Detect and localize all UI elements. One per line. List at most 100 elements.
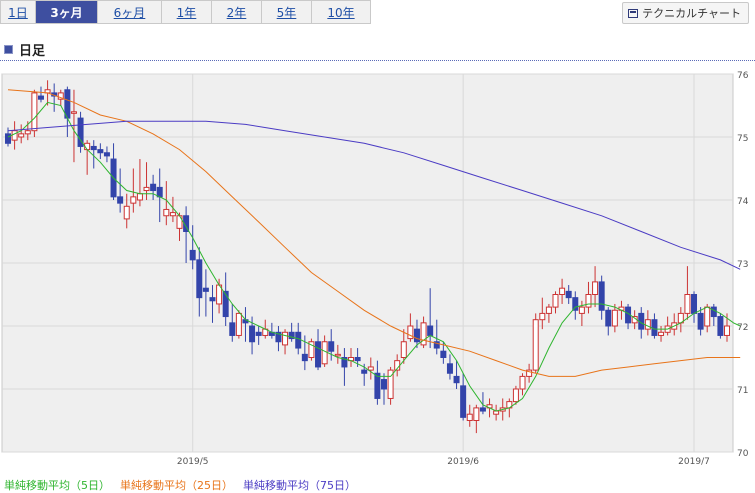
tab-2years[interactable]: 2年 xyxy=(212,0,262,24)
candle-body xyxy=(255,331,262,336)
candle-body xyxy=(407,325,414,340)
candle-body xyxy=(552,294,559,308)
candle-body xyxy=(117,196,124,204)
candle-body xyxy=(176,215,183,229)
candle-body xyxy=(354,357,361,362)
tab-10years[interactable]: 10年 xyxy=(312,0,371,24)
candle-body xyxy=(189,249,196,261)
candle-body xyxy=(209,297,216,302)
candle-body xyxy=(710,306,717,318)
candle-body xyxy=(691,294,698,314)
candle-body xyxy=(704,306,711,327)
period-label: 日足 xyxy=(19,44,46,59)
candle-body xyxy=(308,341,315,358)
candle-body xyxy=(202,287,209,292)
candle-body xyxy=(196,259,203,299)
candle-body xyxy=(235,312,242,336)
x-tick-label: 2019/7 xyxy=(678,457,710,466)
header-divider xyxy=(0,60,755,61)
tab-1day[interactable]: 1日 xyxy=(0,0,36,24)
legend-ma5: 単純移動平均（5日） xyxy=(4,479,110,492)
candle-body xyxy=(136,193,143,201)
candle-body xyxy=(578,306,585,314)
candle-body xyxy=(539,312,546,321)
candle-body xyxy=(103,152,110,157)
candle-body xyxy=(717,316,724,336)
candle-body xyxy=(150,183,157,192)
candle-body xyxy=(387,369,394,399)
candle-body xyxy=(37,95,44,100)
candle-body xyxy=(275,331,282,343)
candle-body xyxy=(5,133,11,144)
candle-body xyxy=(282,331,289,346)
candle-body xyxy=(684,294,691,314)
legend-ma25: 単純移動平均（25日） xyxy=(120,479,233,492)
ma-line-2 xyxy=(7,120,741,270)
candle-body xyxy=(532,319,539,371)
candle-body xyxy=(374,372,381,399)
candle-body xyxy=(301,353,308,362)
candle-body xyxy=(229,322,236,336)
candle-body xyxy=(433,341,440,349)
candle-body xyxy=(77,117,84,147)
candle-body xyxy=(466,413,473,422)
candle-body xyxy=(57,92,64,100)
candle-body xyxy=(493,410,500,415)
candle-body xyxy=(183,215,190,232)
candle-body xyxy=(367,366,374,371)
candle-body xyxy=(598,281,605,311)
y-tick-label: 71 xyxy=(737,386,748,396)
candle-body xyxy=(453,375,460,384)
candle-body xyxy=(97,149,104,154)
ma-line-0 xyxy=(7,101,741,412)
candle-body xyxy=(572,297,579,311)
tab-5years[interactable]: 5年 xyxy=(262,0,312,24)
candle-body xyxy=(658,331,665,336)
candle-body xyxy=(559,287,566,295)
y-tick-label: 75 xyxy=(737,134,748,144)
technical-chart-label: テクニカルチャート xyxy=(642,7,741,20)
candle-body xyxy=(130,196,137,204)
candle-body xyxy=(334,353,341,357)
legend-ma75: 単純移動平均（75日） xyxy=(243,479,356,492)
candle-body xyxy=(651,319,658,336)
candle-body xyxy=(585,294,592,308)
tab-3months[interactable]: 3ヶ月 xyxy=(36,0,98,24)
candle-body xyxy=(143,186,150,192)
candle-body xyxy=(724,325,730,336)
technical-chart-button[interactable]: テクニカルチャート xyxy=(622,2,749,24)
y-tick-label: 74 xyxy=(737,197,749,207)
candle-body xyxy=(427,325,434,336)
candle-body xyxy=(70,111,77,114)
tab-6months[interactable]: 6ヶ月 xyxy=(98,0,162,24)
candle-body xyxy=(697,312,704,330)
candle-body xyxy=(31,92,38,132)
candle-body xyxy=(315,341,322,368)
candle-body xyxy=(446,363,453,374)
square-bullet-icon xyxy=(4,45,13,54)
candle-body xyxy=(644,319,651,330)
candle-body xyxy=(222,290,229,318)
y-tick-label: 76 xyxy=(737,71,749,81)
candle-body xyxy=(473,407,480,421)
y-tick-label: 72 xyxy=(737,323,748,333)
candle-body xyxy=(163,208,170,217)
candlestick-chart: 70 71 72 73 74 75 76 2019/5 2019/6 2019/7 xyxy=(1,71,749,466)
candle-body xyxy=(611,309,618,327)
candle-body xyxy=(18,133,25,138)
candle-body xyxy=(328,341,335,352)
candle-body xyxy=(400,341,407,358)
candle-body xyxy=(341,357,348,368)
period-heading: 日足 xyxy=(4,40,45,59)
candle-body xyxy=(519,375,526,390)
ma-line-1 xyxy=(7,89,741,377)
candle-body xyxy=(565,290,572,299)
candle-body xyxy=(24,130,31,135)
candle-body xyxy=(605,309,612,327)
y-tick-label: 70 xyxy=(737,449,749,459)
candle-body xyxy=(295,331,302,349)
tab-1year[interactable]: 1年 xyxy=(162,0,212,24)
candle-body xyxy=(321,341,328,365)
candle-body xyxy=(90,145,97,151)
x-tick-label: 2019/6 xyxy=(447,457,479,466)
